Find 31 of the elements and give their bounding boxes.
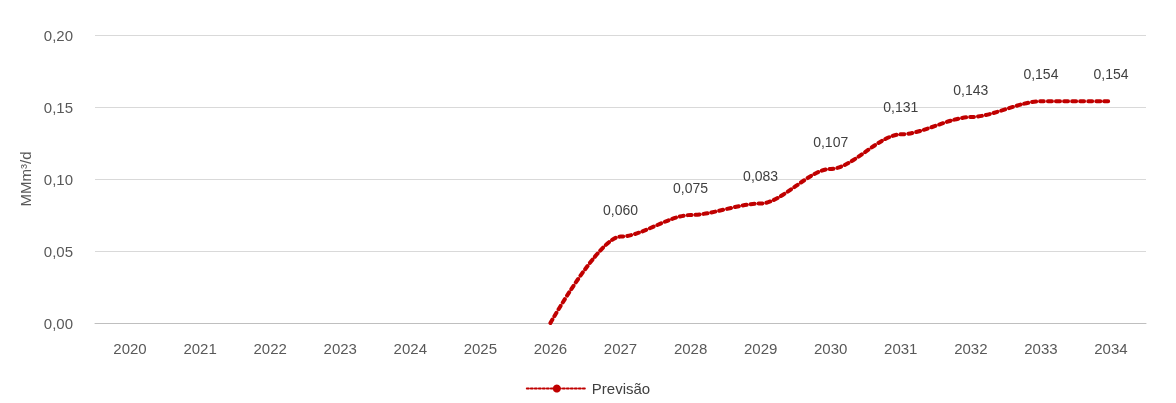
y-tick-label: 0,00 bbox=[43, 314, 73, 332]
y-axis-title: MMm³/d bbox=[16, 151, 34, 207]
data-label: 0,154 bbox=[1023, 66, 1059, 83]
x-tick-label: 2024 bbox=[393, 340, 427, 357]
data-label: 0,083 bbox=[743, 168, 779, 185]
legend-label: Previsão bbox=[591, 380, 651, 397]
x-tick-label: 2033 bbox=[1024, 340, 1058, 357]
x-tick-label: 2022 bbox=[253, 340, 287, 357]
x-tick-label: 2034 bbox=[1094, 340, 1128, 357]
x-tick-label: 2032 bbox=[954, 340, 988, 357]
data-label: 0,075 bbox=[673, 180, 709, 196]
y-tick-label: 0,15 bbox=[43, 98, 73, 116]
data-label: 0,060 bbox=[602, 201, 639, 218]
x-tick-label: 2020 bbox=[113, 340, 147, 357]
x-tick-label: 2031 bbox=[884, 340, 918, 357]
data-label: 0,154 bbox=[1093, 66, 1129, 83]
x-tick-label: 2023 bbox=[323, 340, 357, 357]
x-tick-label: 2026 bbox=[533, 340, 568, 357]
data-label: 0,143 bbox=[953, 82, 989, 99]
x-tick-label: 2029 bbox=[743, 340, 778, 357]
data-label: 0,131 bbox=[883, 99, 919, 116]
x-tick-label: 2021 bbox=[183, 340, 217, 357]
y-tick-label: 0,05 bbox=[43, 242, 73, 260]
data-label: 0,107 bbox=[813, 133, 849, 150]
x-tick-label: 2030 bbox=[814, 340, 848, 357]
y-tick-label: 0,10 bbox=[43, 170, 73, 188]
line-series bbox=[548, 99, 1113, 325]
x-tick-label: 2027 bbox=[603, 340, 638, 357]
x-tick-label: 2025 bbox=[463, 340, 498, 357]
x-tick-label: 2028 bbox=[673, 340, 708, 357]
y-tick-label: 0,20 bbox=[43, 26, 73, 44]
